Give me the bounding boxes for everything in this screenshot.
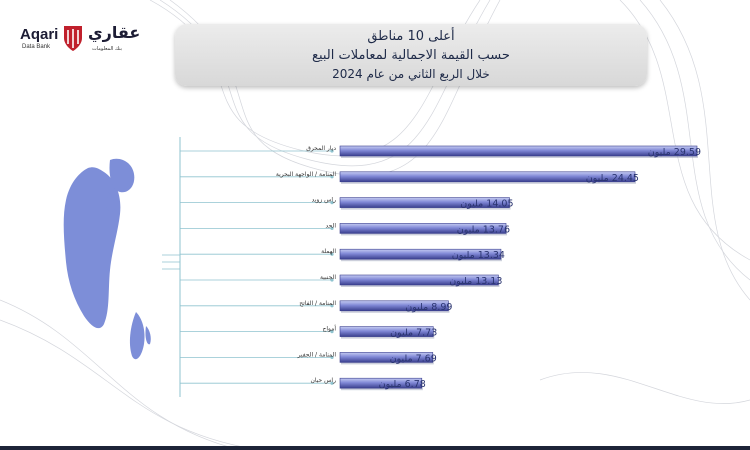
bar xyxy=(339,171,636,183)
connector-dot xyxy=(330,252,334,256)
bar xyxy=(339,300,449,312)
bar xyxy=(339,274,499,286)
brand-logo: Aqari Data Bank عقاري بنك المعلومات xyxy=(12,22,162,62)
bar xyxy=(339,145,698,157)
value-label: 14.05 مليون xyxy=(460,199,513,210)
category-label: ديار المحرق xyxy=(306,145,336,152)
bar xyxy=(339,377,423,389)
category-label: الجنبية xyxy=(320,274,336,281)
category-label: أمواج xyxy=(322,325,336,333)
category-label: المنامة / الواجهة البحرية xyxy=(276,171,336,178)
connector-dot xyxy=(330,330,334,334)
brand-name-ar: عقاري xyxy=(88,23,141,42)
connector-dot xyxy=(330,304,334,308)
connector-dot xyxy=(330,355,334,359)
bar xyxy=(339,197,510,208)
chart-subtitle: حسب القيمة الاجمالية لمعاملات البيع xyxy=(312,48,510,63)
value-label: 6.78 مليون xyxy=(379,379,426,390)
category-label: الهملة xyxy=(321,248,336,255)
chart-title-panel: أعلى 10 مناطق حسب القيمة الاجمالية لمعام… xyxy=(175,24,647,86)
connector-dot xyxy=(330,381,334,385)
brand-sub-en: Data Bank xyxy=(22,44,51,50)
value-label: 13.76 مليون xyxy=(457,224,510,235)
value-label: 13.34 مليون xyxy=(452,250,505,261)
connector-lines xyxy=(162,137,334,397)
brand-name-en: Aqari xyxy=(20,26,59,43)
category-label: المنامة / الفاتح xyxy=(299,300,336,307)
connector-dot xyxy=(330,201,334,205)
bar xyxy=(339,223,507,234)
value-label: 29.59 مليون xyxy=(648,147,701,158)
bars-group: ديار المحرق 29.59 مليون المنامة / الواجهة … xyxy=(276,145,701,391)
footer-band xyxy=(0,446,750,450)
chart-period: خلال الربع الثاني من عام 2024 xyxy=(332,67,490,81)
brand-sub-ar: بنك المعلومات xyxy=(92,46,123,52)
bar xyxy=(339,326,434,337)
bar xyxy=(339,248,502,260)
value-label: 7.69 مليون xyxy=(390,353,437,364)
category-label: الحد xyxy=(325,222,336,229)
connector-dot xyxy=(330,175,334,179)
connector-dot xyxy=(330,278,334,282)
value-label: 8.99 مليون xyxy=(405,302,452,313)
category-label: راس حيان xyxy=(310,377,336,384)
value-label: 7.73 مليون xyxy=(390,328,437,339)
value-label: 13.13 مليون xyxy=(449,276,502,287)
connector-dot xyxy=(330,226,334,230)
category-label: المنامة / الجفير xyxy=(297,351,337,358)
brand-emblem-icon xyxy=(64,26,82,51)
chart-title: أعلى 10 مناطق xyxy=(367,29,455,44)
category-label: راس زويد xyxy=(312,197,337,204)
value-label: 24.45 مليون xyxy=(586,173,639,184)
bar xyxy=(339,352,434,363)
bahrain-map xyxy=(63,158,151,360)
connector-dot xyxy=(330,149,334,153)
